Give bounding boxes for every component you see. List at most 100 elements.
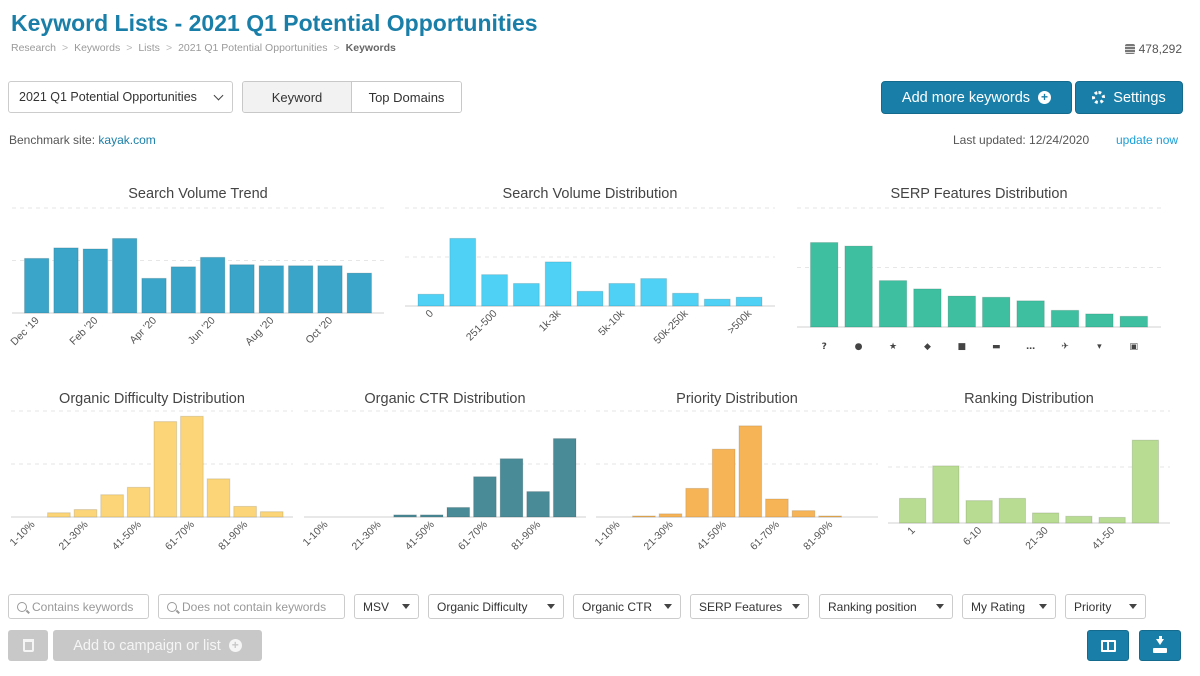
bar-Sep '20[interactable] bbox=[288, 265, 314, 314]
delete-button[interactable] bbox=[8, 630, 48, 661]
x-tick-label: 1 bbox=[905, 525, 918, 538]
bar-81-90%[interactable] bbox=[526, 491, 550, 518]
bar-Jan '20[interactable] bbox=[53, 247, 79, 314]
caret-down-icon bbox=[792, 604, 800, 609]
bar-1-250[interactable] bbox=[449, 237, 477, 307]
caret-down-icon bbox=[1039, 604, 1047, 609]
bar-1k-3k[interactable] bbox=[544, 261, 572, 307]
breadcrumb-lists[interactable]: Lists bbox=[138, 42, 160, 54]
contains-keywords-input[interactable]: Contains keywords bbox=[8, 594, 149, 619]
bar-3k-5k[interactable] bbox=[576, 290, 604, 307]
bar-31-40%[interactable] bbox=[685, 487, 709, 518]
bar-501-1k[interactable] bbox=[512, 282, 540, 307]
bar-featured[interactable] bbox=[878, 280, 908, 328]
bar-41-50[interactable] bbox=[1098, 516, 1126, 524]
bar-11-20[interactable] bbox=[998, 497, 1026, 524]
bar-Feb '20[interactable] bbox=[82, 248, 108, 314]
bar-Dec '19[interactable] bbox=[24, 257, 50, 314]
bar-local[interactable] bbox=[1085, 313, 1114, 328]
bar-1[interactable] bbox=[899, 497, 927, 524]
bar-61-70%[interactable] bbox=[473, 476, 497, 518]
settings-label: Settings bbox=[1113, 89, 1166, 106]
bar-51+[interactable] bbox=[1131, 439, 1159, 524]
bar-71-80%[interactable] bbox=[791, 510, 816, 518]
bar-6-10[interactable] bbox=[965, 500, 993, 524]
bar-71-80%[interactable] bbox=[499, 458, 524, 518]
download-button[interactable] bbox=[1139, 630, 1181, 661]
not-contains-keywords-input[interactable]: Does not contain keywords bbox=[158, 594, 345, 619]
bar-?[interactable] bbox=[810, 242, 839, 328]
bar-61-70%[interactable] bbox=[180, 415, 204, 518]
bar-31-40[interactable] bbox=[1065, 515, 1093, 524]
x-tick-label: 41-50% bbox=[403, 519, 437, 553]
organic-difficulty-filter[interactable]: Organic Difficulty bbox=[428, 594, 564, 619]
settings-button[interactable]: Settings bbox=[1075, 81, 1183, 114]
priority-filter[interactable]: Priority bbox=[1065, 594, 1146, 619]
bar-251-500[interactable] bbox=[481, 274, 508, 307]
bar-Jun '20[interactable] bbox=[200, 256, 226, 314]
benchmark-site-link[interactable]: kayak.com bbox=[98, 133, 156, 147]
x-tick-label: 21-30 bbox=[1023, 525, 1051, 553]
bar-250k-500k[interactable] bbox=[703, 298, 731, 307]
breadcrumb-list-name[interactable]: 2021 Q1 Potential Opportunities bbox=[178, 42, 328, 54]
add-more-keywords-button[interactable]: Add more keywords + bbox=[881, 81, 1072, 114]
bar->500k[interactable] bbox=[735, 296, 763, 307]
bar-Oct '20[interactable] bbox=[317, 265, 343, 314]
bar-flights[interactable] bbox=[1050, 309, 1080, 328]
bar-71-80%[interactable] bbox=[206, 478, 231, 518]
bar-51-60%[interactable] bbox=[446, 506, 471, 518]
breadcrumb-research[interactable]: Research bbox=[11, 42, 56, 54]
bar-41-50%[interactable] bbox=[419, 514, 444, 518]
my-rating-filter[interactable]: My Rating bbox=[962, 594, 1056, 619]
bar-91-100%[interactable] bbox=[552, 438, 577, 518]
bar-video[interactable] bbox=[947, 295, 977, 328]
bar-May '20[interactable] bbox=[170, 266, 197, 314]
bar-81-90%[interactable] bbox=[233, 505, 257, 518]
x-tick-label: 21-30% bbox=[57, 519, 91, 553]
bar-61-70%[interactable] bbox=[765, 498, 789, 518]
bar-Nov '20[interactable] bbox=[346, 272, 372, 314]
bar-91-100%[interactable] bbox=[259, 511, 284, 518]
bar-5k-10k[interactable] bbox=[608, 282, 636, 307]
bar-Apr '20[interactable] bbox=[141, 277, 167, 314]
chart-serp-features-distribution: SERP Features Distribution ? ● ★ ◆ ■ ▬ … ✈ ▾ ▣ bbox=[797, 186, 1161, 356]
update-now-link[interactable]: update now bbox=[1116, 133, 1179, 147]
bar-51-60%[interactable] bbox=[738, 425, 763, 518]
bar-0[interactable] bbox=[417, 293, 445, 307]
priority-chart-plot: 1-10% 21-30% 41-50% 61-70% 81-90% bbox=[592, 410, 878, 553]
bar-tags[interactable] bbox=[913, 288, 942, 328]
chart-title: SERP Features Distribution bbox=[890, 186, 1068, 202]
serp-features-filter[interactable]: SERP Features bbox=[690, 594, 809, 619]
bar-more[interactable] bbox=[1016, 300, 1045, 328]
add-to-campaign-button[interactable]: Add to campaign or list + bbox=[53, 630, 262, 661]
bar-41-50%[interactable] bbox=[711, 448, 736, 518]
bar-hotels[interactable] bbox=[982, 296, 1011, 328]
list-select[interactable]: 2021 Q1 Potential Opportunities bbox=[8, 81, 233, 113]
bar-50k-250k[interactable] bbox=[672, 292, 699, 307]
bar-11-20%[interactable] bbox=[632, 515, 656, 518]
bar-31-40%[interactable] bbox=[393, 514, 417, 518]
tab-keyword[interactable]: Keyword bbox=[243, 82, 352, 112]
bar-2-5[interactable] bbox=[932, 465, 960, 524]
x-tick-label: 5k-10k bbox=[596, 307, 627, 338]
bar-images[interactable] bbox=[1119, 315, 1149, 328]
bar-31-40%[interactable] bbox=[100, 494, 124, 518]
bar-51-60%[interactable] bbox=[153, 421, 178, 518]
tab-top-domains[interactable]: Top Domains bbox=[352, 82, 461, 112]
organic-ctr-filter[interactable]: Organic CTR bbox=[573, 594, 681, 619]
layout-toggle-button[interactable] bbox=[1087, 630, 1129, 661]
bar-21-30%[interactable] bbox=[658, 513, 683, 518]
bar-21-30%[interactable] bbox=[73, 509, 98, 518]
bar-21-30[interactable] bbox=[1032, 512, 1060, 524]
breadcrumb-keywords[interactable]: Keywords bbox=[74, 42, 121, 54]
bar-Jul '20[interactable] bbox=[229, 264, 255, 314]
bar-81-90%[interactable] bbox=[818, 515, 842, 518]
bar-Mar '20[interactable] bbox=[112, 237, 138, 314]
ranking-position-filter[interactable]: Ranking position bbox=[819, 594, 953, 619]
bar-reviews[interactable] bbox=[844, 245, 873, 328]
bar-Aug '20[interactable] bbox=[258, 265, 285, 314]
bar-10k-50k[interactable] bbox=[640, 278, 668, 307]
bar-41-50%[interactable] bbox=[126, 486, 151, 518]
bar-11-20%[interactable] bbox=[47, 512, 71, 518]
msv-filter[interactable]: MSV bbox=[354, 594, 419, 619]
